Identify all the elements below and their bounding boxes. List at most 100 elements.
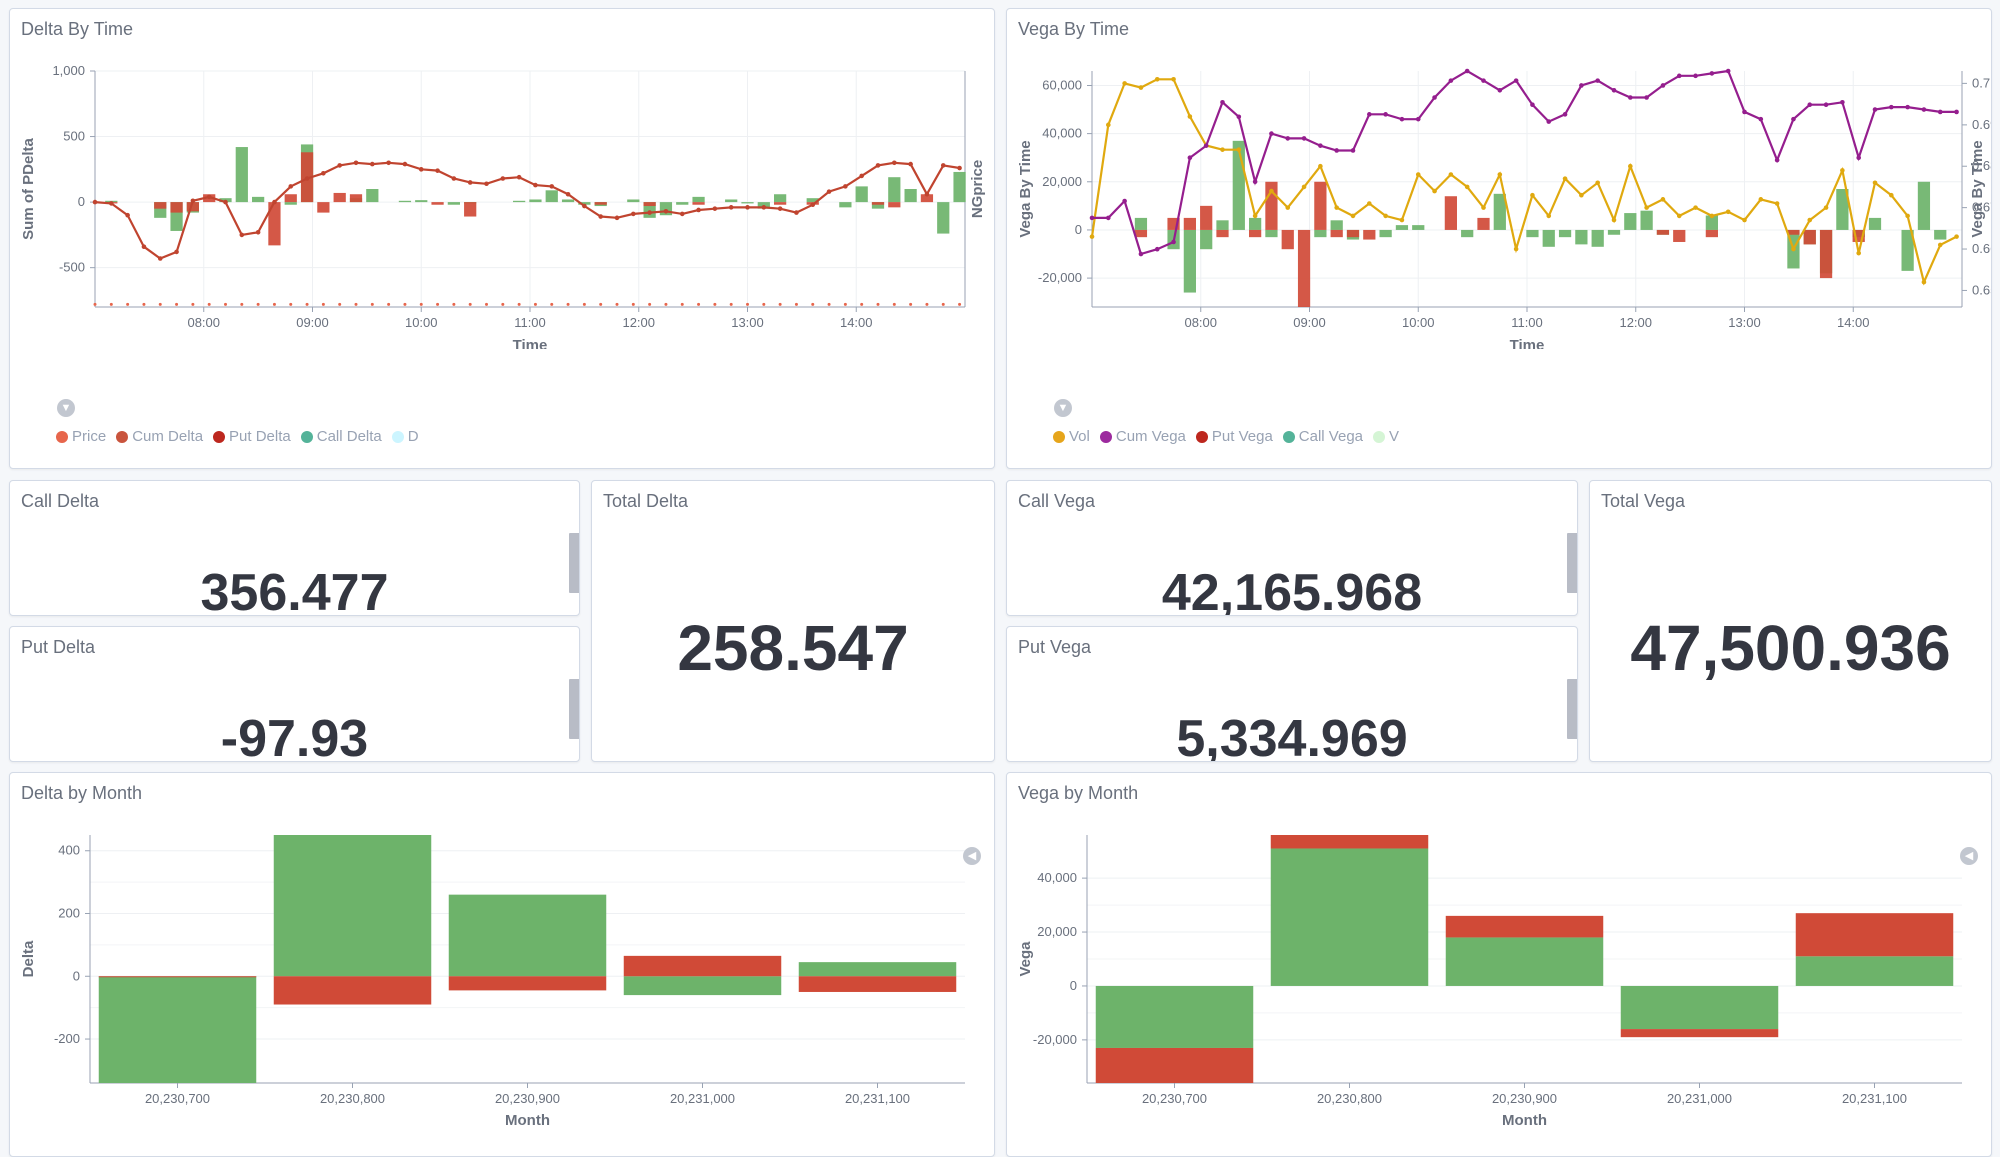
scrollbar-thumb[interactable] (569, 533, 579, 593)
data-point (255, 229, 261, 235)
bar (594, 202, 607, 205)
data-point (1203, 143, 1209, 148)
y-tick-label: 200 (58, 905, 80, 920)
data-point (1693, 205, 1698, 210)
data-point (125, 212, 130, 218)
x-tick-label: 13:00 (731, 315, 764, 330)
data-point (1318, 163, 1323, 169)
panel-title: Call Delta (21, 491, 100, 511)
bar (1330, 229, 1343, 238)
data-point (746, 302, 749, 306)
data-point (1628, 163, 1633, 169)
data-point (1138, 85, 1144, 90)
scrollbar-thumb[interactable] (1567, 679, 1577, 739)
data-point (647, 210, 652, 215)
data-point (957, 165, 962, 171)
data-point (663, 208, 669, 214)
x-tick-label: 14:00 (840, 315, 873, 330)
bar (398, 200, 412, 203)
legend-item[interactable]: Price (56, 428, 106, 445)
legend-item[interactable]: Put Vega (1195, 428, 1273, 445)
bar (464, 202, 477, 217)
vega-by-month-panel: Vega by Month 40,000 20,000 0 -20,000 20,230… (1006, 772, 1992, 1157)
x-tick-label: 20,231,000 (670, 1091, 735, 1106)
legend-item[interactable]: V (1373, 428, 1399, 445)
legend-item[interactable]: Call Delta (300, 428, 382, 445)
bar (1477, 217, 1490, 230)
data-point (1350, 213, 1356, 219)
legend-toggle-chevron-down-icon[interactable]: ▼ (57, 399, 75, 417)
y2-axis-title: Vega By Time (1969, 140, 1986, 237)
legend-toggle-chevron-left-icon[interactable]: ◀ (1960, 847, 1978, 865)
x-tick-label: 09:00 (1293, 315, 1326, 330)
data-point (207, 302, 211, 306)
x-axis-title: Time (513, 337, 548, 349)
scrollbar-thumb[interactable] (569, 679, 579, 739)
legend-label: Cum Delta (132, 428, 204, 445)
data-point (1187, 155, 1193, 160)
data-point (664, 302, 668, 306)
legend-item[interactable]: Cum Delta (116, 428, 203, 445)
legend-item[interactable]: Put Delta (213, 428, 291, 445)
data-point (289, 302, 293, 306)
y2-tick-label: 0.69 (1972, 117, 1992, 132)
bar (774, 194, 787, 203)
bar (1314, 229, 1327, 238)
data-point (142, 302, 146, 306)
panel-title: Vega by Month (1018, 783, 1139, 803)
legend-label: Put Delta (229, 428, 291, 445)
data-point (109, 302, 113, 306)
bar (623, 976, 782, 996)
scrollbar-thumb[interactable] (1567, 533, 1577, 593)
data-point (1791, 116, 1796, 122)
legend-label: Put Vega (1211, 428, 1273, 445)
data-point (1432, 188, 1437, 194)
legend-dot-icon (213, 430, 226, 443)
x-tick-label: 13:00 (1728, 315, 1761, 330)
bar (741, 202, 754, 204)
legend-item[interactable]: Call Vega (1282, 428, 1363, 445)
data-point (777, 206, 783, 211)
data-point (713, 302, 717, 306)
legend-toggle-chevron-left-icon[interactable]: ◀ (963, 847, 981, 865)
data-point (745, 205, 750, 210)
data-point (1318, 143, 1323, 148)
data-point (1840, 168, 1845, 173)
data-point (386, 160, 391, 166)
bar (333, 192, 346, 203)
data-point (1171, 239, 1176, 245)
data-point (1415, 116, 1421, 122)
bar (888, 177, 901, 203)
data-point (680, 302, 684, 306)
legend-item[interactable]: Cum Vega (1099, 428, 1186, 445)
bar (273, 835, 432, 977)
bar (1200, 205, 1213, 230)
bar (1620, 1029, 1779, 1038)
data-point (1464, 68, 1470, 74)
y-tick-label: 400 (58, 843, 80, 858)
legend-item[interactable]: D (391, 428, 419, 445)
data-point (1350, 148, 1356, 153)
bar (448, 894, 607, 977)
data-point (908, 161, 913, 167)
bar (1526, 229, 1539, 238)
data-point (1497, 172, 1503, 177)
y2-tick-label: 0.7 (1972, 75, 1990, 90)
legend-item[interactable]: Vol (1053, 428, 1090, 445)
legend-toggle-chevron-down-icon[interactable]: ▼ (1054, 399, 1072, 417)
data-point (761, 205, 767, 210)
data-point (1285, 136, 1291, 141)
data-point (1856, 155, 1861, 160)
data-point (370, 302, 374, 306)
bar (98, 976, 257, 1083)
legend-dot-icon (1195, 430, 1208, 443)
data-point (1905, 213, 1910, 219)
data-point (1171, 76, 1176, 82)
data-point (1889, 104, 1894, 110)
data-point (827, 302, 831, 306)
data-point (321, 302, 325, 306)
data-point (762, 302, 766, 306)
data-point (533, 182, 538, 188)
x-tick-label: 11:00 (1511, 315, 1543, 330)
x-tick-label: 11:00 (514, 315, 546, 330)
